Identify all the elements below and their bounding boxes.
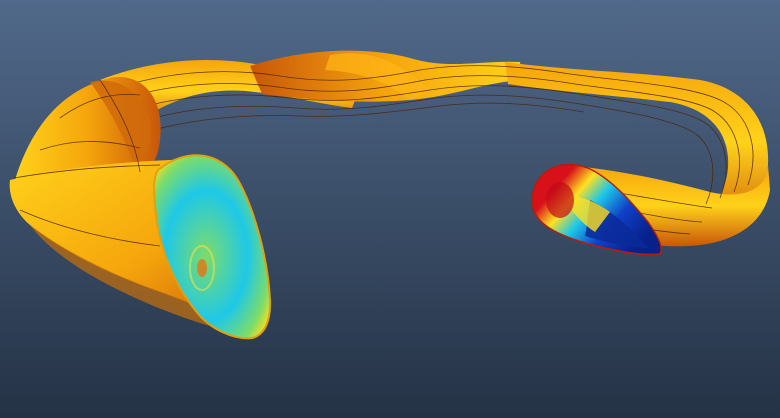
ribbon-right-segment <box>505 62 769 240</box>
left-cross-section <box>153 154 272 340</box>
horn-fold-shadow <box>90 80 151 172</box>
left-section-center-mark <box>197 259 207 277</box>
right-section-yellow-band <box>568 195 610 232</box>
horn-contour-lines <box>13 79 161 247</box>
ribbon-twist-highlight <box>325 53 430 100</box>
left-section-inner-ring <box>189 245 215 291</box>
right-section-red-spot <box>546 182 574 218</box>
